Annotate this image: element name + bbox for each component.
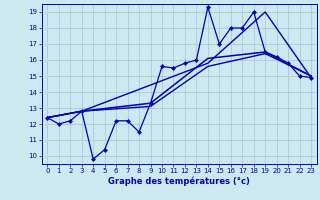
X-axis label: Graphe des températures (°c): Graphe des températures (°c)	[108, 177, 250, 186]
